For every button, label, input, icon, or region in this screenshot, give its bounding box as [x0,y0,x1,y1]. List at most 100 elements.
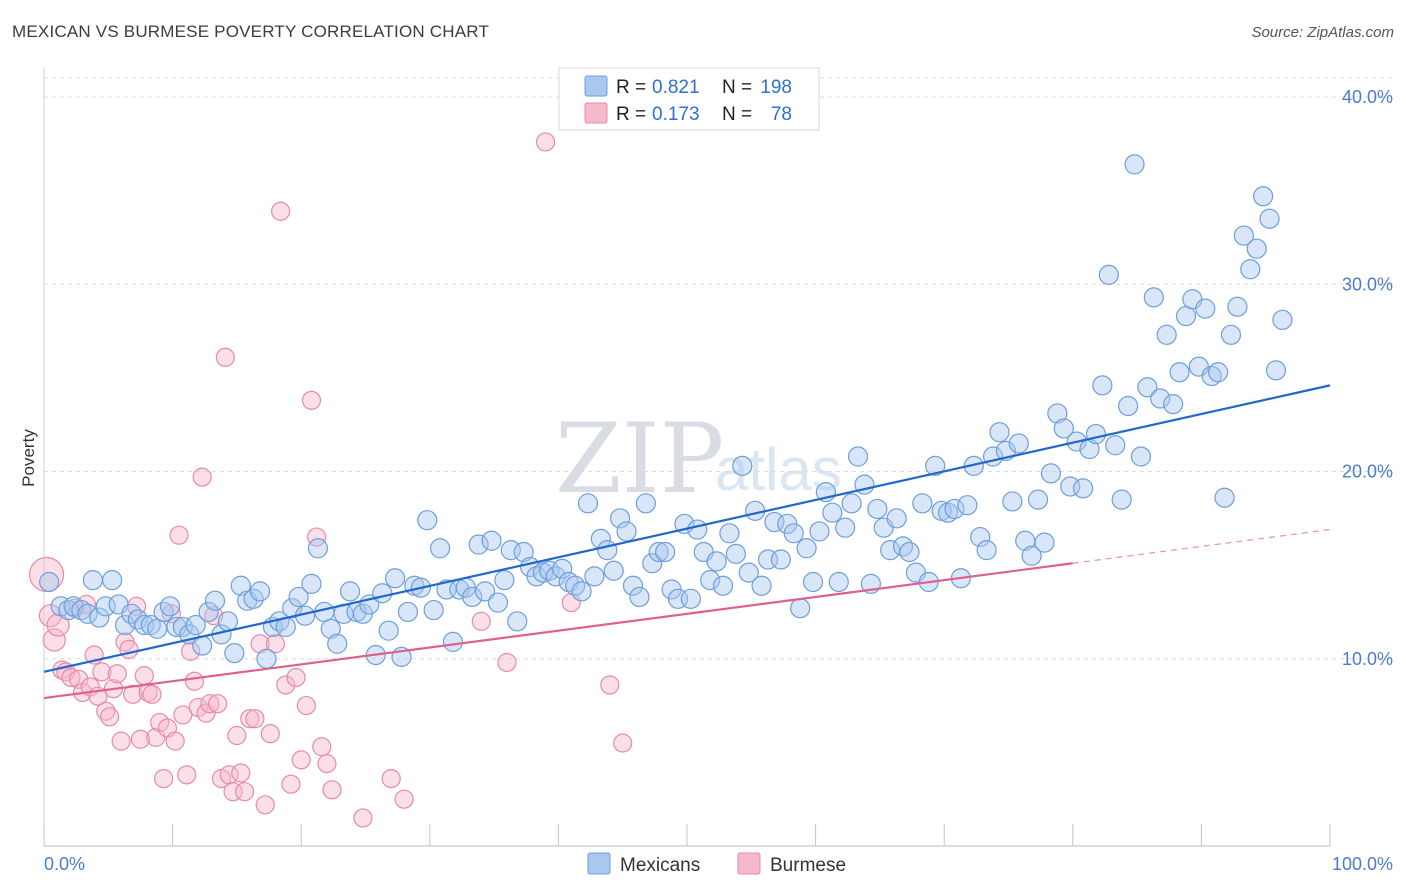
chart-title: MEXICAN VS BURMESE POVERTY CORRELATION C… [12,22,490,41]
mexicans-point [571,581,592,602]
mexicans-point [1214,487,1235,508]
mexicans-point [700,570,721,591]
burmese-point [245,709,265,729]
burmese-point [235,782,255,802]
mexicans-point [1053,418,1074,439]
mexicans-point [796,538,817,559]
mexicans-point [764,511,785,533]
bottom-legend-label-burmese: Burmese [770,855,846,876]
axes [43,68,1331,847]
mexicans-point [1246,238,1267,259]
mexicans-point [712,575,734,596]
mexicans-point [1117,395,1139,417]
burmese-points [28,132,633,828]
mexicans-point [147,618,168,639]
legend-r-label-burmese: R = [616,104,646,125]
bottom-legend-swatch-mexicans [587,852,611,875]
mexicans-point [577,493,599,514]
mexicans-point [610,508,631,529]
mexicans-point [706,551,727,572]
burmese-point [240,709,260,729]
bottom-legend-label-mexicans: Mexicans [620,855,700,876]
mexicans-point [204,590,226,611]
mexicans-point [185,614,206,636]
mexicans-point [307,538,329,559]
mexicans-point [397,601,419,623]
mexicans-point [1092,375,1113,396]
mexicans-point [423,599,444,621]
mexicans-point [320,618,341,639]
mexicans-point [1208,362,1229,383]
mexicans-point [372,583,393,604]
burmese-point [613,733,633,753]
burmese-point [497,652,517,673]
burmese-point [42,628,66,652]
burmese-point [92,662,112,682]
mexicans-trend-line [43,384,1331,673]
mexicans-point [224,643,245,664]
mexicans-point [462,586,483,608]
mexicans-point [327,633,348,654]
burmese-point [317,754,337,774]
mexicans-point [487,592,509,613]
mexicans-point [127,609,148,630]
mexicans-point [1124,154,1145,175]
burmese-point [165,731,185,751]
mexicans-point [384,568,406,589]
mexicans-point [1175,305,1197,327]
mexicans-point [680,588,701,609]
mexicans-point [835,517,856,538]
burmese-point [123,684,143,704]
mexicans-point [867,498,888,520]
burmese-point [169,525,189,545]
mexicans-point [1156,324,1177,345]
burmese-point [265,634,286,654]
mexicans-point [925,455,946,476]
legend-n-label-mexicans: N = [722,77,752,98]
burmese-point [107,664,127,684]
trend-lines [43,384,1331,700]
mexicans-point [802,571,824,593]
mexicans-point [134,614,155,636]
mexicans-point [1233,225,1254,246]
mexicans-point [1201,365,1222,387]
mexicans-point [513,541,534,563]
mexicans-point [159,596,181,617]
mexicans-point [822,502,843,523]
mexicans-point [719,523,740,544]
mexicans-point [976,540,997,561]
y-tick-label-2: 30.0% [1342,274,1393,294]
burmese-point [111,731,131,751]
mexicans-point [95,596,116,617]
burmese-point [250,634,270,654]
watermark-atlas: atlas [715,436,842,503]
legend-r-value-mexicans: 0.821 [652,77,700,98]
mexicans-point [584,566,605,587]
mexicans-point [603,560,624,581]
mexicans-point [282,598,303,619]
mexicans-point [970,526,991,548]
mexicans-point [1111,489,1132,510]
mexicans-point [937,502,959,523]
mexicans-point [899,541,920,563]
mexicans-point [153,601,174,623]
burmese-point [276,675,296,695]
mexicans-point [507,611,528,632]
mexicans-point [1265,360,1287,381]
burmese-point [535,132,556,152]
mexicans-point [1105,435,1126,456]
y-tick-labels: 10.0% 20.0% 30.0% 40.0% [1342,87,1393,669]
mexicans-point [944,498,965,520]
burmese-point [161,604,181,624]
legend: R = 0.821 N = 198 R = 0.173 N = 78 [558,67,820,131]
burmese-point [61,667,81,688]
mexicans-point [39,571,60,593]
mexicans-point [474,581,496,602]
mexicans-point [655,541,676,563]
mexicans-point [1060,476,1081,497]
burmese-point [301,390,322,410]
burmese-point [177,765,197,785]
mexicans-point [732,455,753,476]
burmese-point [153,768,174,789]
mexicans-point [629,586,650,608]
